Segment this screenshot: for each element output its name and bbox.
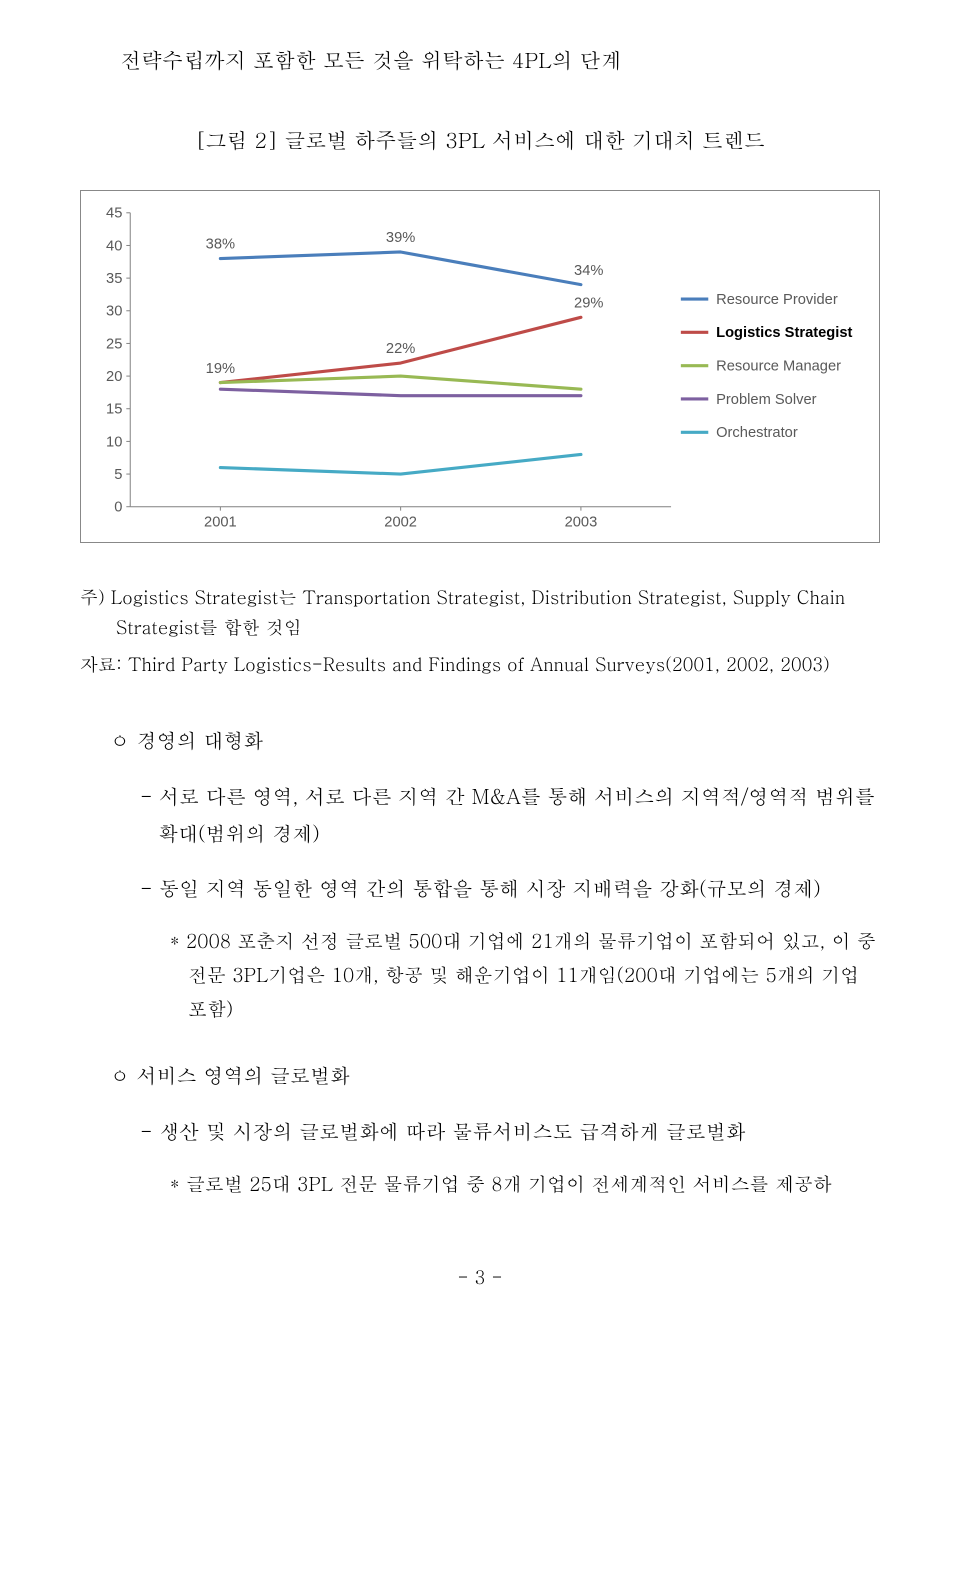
svg-text:2003: 2003 [565, 514, 598, 530]
svg-text:19%: 19% [206, 361, 235, 377]
section-heading: 전략수립까지 포함한 모든 것을 위탁하는 4PL의 단계 [80, 40, 880, 80]
source-text: 자료: Third Party Logistics-Results and Fi… [80, 650, 880, 681]
bullet-o1-dash2: - 동일 지역 동일한 영역 간의 통합을 통해 시장 지배력을 강화(규모의 … [140, 869, 880, 906]
bullet-o1-star1: * 2008 포춘지 선정 글로벌 500대 기업에 21개의 물류기업이 포함… [170, 924, 880, 1027]
svg-text:40: 40 [106, 238, 122, 254]
svg-text:30: 30 [106, 303, 122, 319]
svg-text:15: 15 [106, 401, 122, 417]
svg-text:10: 10 [106, 434, 122, 450]
svg-text:2001: 2001 [204, 514, 237, 530]
page-number: - 3 - [80, 1261, 880, 1295]
svg-text:Logistics Strategist: Logistics Strategist [716, 325, 852, 341]
svg-text:39%: 39% [386, 230, 415, 246]
svg-text:34%: 34% [574, 263, 603, 279]
svg-text:38%: 38% [206, 237, 235, 253]
footnote-text: 주) Logistics Strategist는 Transportation … [80, 583, 880, 644]
svg-text:25: 25 [106, 336, 122, 352]
svg-text:Orchestrator: Orchestrator [716, 425, 798, 441]
bullet-o1: ㅇ 경영의 대형화 [110, 721, 880, 759]
line-chart: 0 5 10 15 20 25 30 35 40 45 2001 2002 2003 38% 39% 34% 1… [93, 203, 867, 536]
svg-text:35: 35 [106, 271, 122, 287]
svg-text:Problem Solver: Problem Solver [716, 392, 817, 408]
svg-text:29%: 29% [574, 295, 603, 311]
svg-text:Resource Manager: Resource Manager [716, 358, 841, 374]
bullet-o2: ㅇ 서비스 영역의 글로벌화 [110, 1056, 880, 1094]
svg-text:Resource Provider: Resource Provider [716, 292, 838, 308]
svg-text:45: 45 [106, 205, 122, 221]
bullet-o1-dash1: - 서로 다른 영역, 서로 다른 지역 간 M&A를 통해 서비스의 지역적/… [140, 777, 880, 851]
svg-text:0: 0 [114, 499, 122, 515]
svg-text:22%: 22% [386, 341, 415, 357]
svg-text:2002: 2002 [384, 514, 417, 530]
svg-text:20: 20 [106, 369, 122, 385]
figure-caption: [그림 2] 글로벌 하주들의 3PL 서비스에 대한 기대치 트렌드 [80, 120, 880, 160]
bullet-o2-star1: * 글로벌 25대 3PL 전문 물류기업 중 8개 기업이 전세계적인 서비스… [170, 1167, 880, 1201]
svg-text:5: 5 [114, 467, 122, 483]
bullet-o2-dash1: - 생산 및 시장의 글로벌화에 따라 물류서비스도 급격하게 글로벌화 [140, 1112, 880, 1149]
chart-container: 0 5 10 15 20 25 30 35 40 45 2001 2002 2003 38% 39% 34% 1… [80, 190, 880, 543]
